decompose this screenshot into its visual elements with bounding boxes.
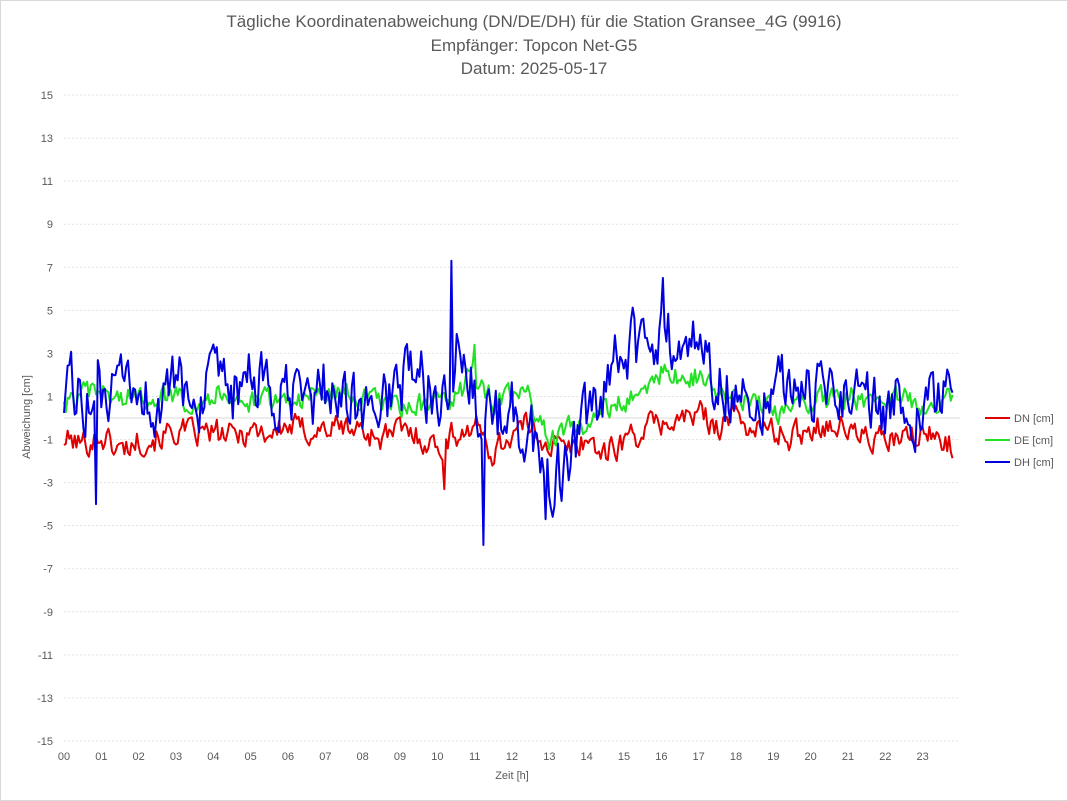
chart-title: Tägliche Koordinatenabweichung (DN/DE/DH… [226,12,842,31]
y-tick-label: 1 [47,391,53,403]
chart-subtitle: Empfänger: Topcon Net-G5 [430,36,638,55]
x-tick-label: 21 [842,751,854,763]
x-tick-label: 07 [319,751,331,763]
y-tick-label: 7 [47,262,53,274]
x-tick-label: 23 [917,751,929,763]
x-tick-label: 18 [730,751,742,763]
y-tick-label: 9 [47,219,53,231]
y-tick-label: -13 [37,693,53,705]
x-tick-label: 22 [879,751,891,763]
x-tick-label: 06 [282,751,294,763]
x-tick-labels: 00 01 02 03 04 05 06 07 08 09 10 11 12 13 14 15 16 17 18 19… [58,751,929,763]
y-tick-label: -9 [43,607,53,619]
x-tick-label: 02 [133,751,145,763]
x-tick-label: 15 [618,751,630,763]
x-tick-label: 05 [245,751,257,763]
x-tick-label: 04 [207,751,219,763]
series-line-dn [63,400,954,491]
y-tick-label: -11 [38,650,53,662]
series-lines [63,259,954,546]
y-tick-label: 15 [41,90,53,102]
y-tick-label: 5 [47,305,53,317]
legend-entry: DN [cm] [1014,413,1054,425]
x-tick-label: 11 [469,751,480,763]
x-tick-label: 13 [543,751,555,763]
legend-entry: DE [cm] [1014,435,1053,447]
x-tick-label: 20 [805,751,817,763]
y-tick-label: 11 [42,176,53,188]
y-tick-label: -1 [43,435,53,447]
legend: DN [cm] DE [cm] DH [cm] [985,413,1054,469]
x-tick-label: 09 [394,751,406,763]
y-tick-label: -7 [43,564,53,576]
x-tick-label: 14 [581,751,593,763]
x-tick-label: 16 [655,751,667,763]
x-tick-label: 01 [95,751,107,763]
x-axis-label: Zeit [h] [495,770,529,782]
x-tick-label: 19 [767,751,779,763]
x-tick-label: 10 [431,751,443,763]
x-tick-label: 03 [170,751,182,763]
y-tick-label: -5 [43,521,53,533]
chart-date: Datum: 2025-05-17 [460,59,608,78]
y-tick-label: -3 [43,478,53,490]
x-tick-label: 00 [58,751,70,763]
y-tick-label: -15 [37,736,53,748]
grid-lines [64,94,960,742]
y-tick-label: 13 [41,133,53,145]
legend-entry: DH [cm] [1014,457,1054,469]
series-line-de [63,343,954,451]
y-tick-labels: 15 13 11 9 7 5 3 1 -1 -3 -5 -7 -9 -11 -13 -15 [37,90,53,748]
x-tick-label: 12 [506,751,518,763]
y-axis-label: Abweichung [cm] [21,375,33,459]
x-tick-label: 08 [357,751,369,763]
y-tick-label: 3 [47,348,53,360]
x-tick-label: 17 [693,751,705,763]
series-line-dh [63,259,954,546]
